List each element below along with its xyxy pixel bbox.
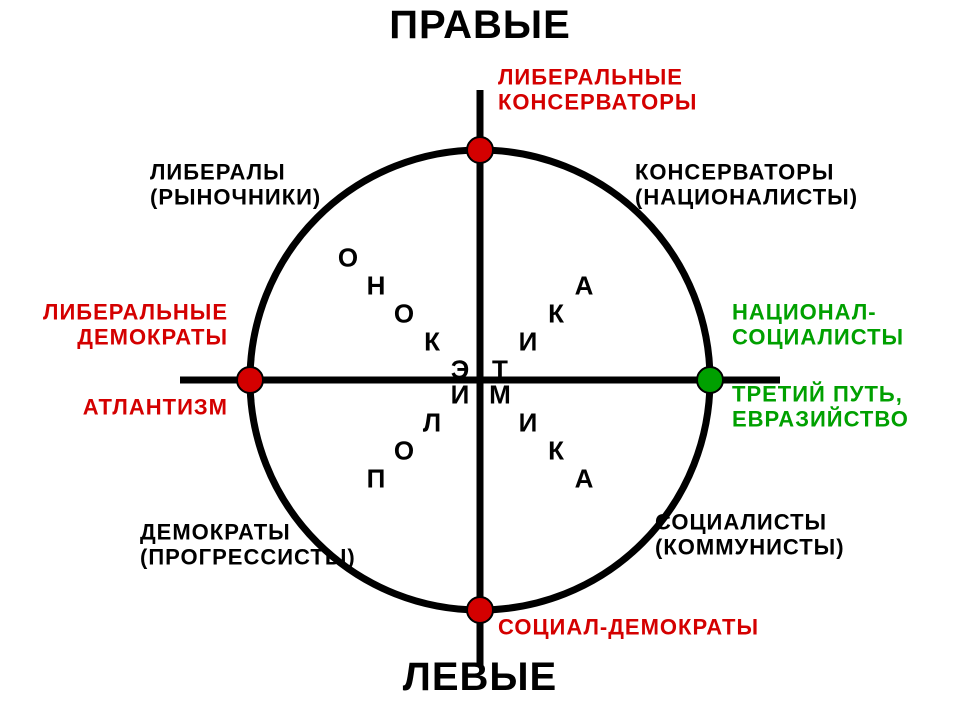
label-left_dot2: АТЛАНТИЗМ (0, 395, 228, 420)
diag-nw-3: Н (367, 271, 386, 302)
label-q_bl: ДЕМОКРАТЫ (ПРОГРЕССИСТЫ) (140, 519, 356, 570)
diag-ne-3: А (575, 271, 594, 302)
diag-nw-4: О (338, 243, 358, 274)
diag-sw-2: О (394, 436, 414, 467)
diag-se-0: М (489, 380, 511, 411)
dot-left (237, 367, 263, 393)
label-right_dot2: ТРЕТИЙ ПУТЬ, ЕВРАЗИЙСТВО (732, 381, 909, 432)
label-title_top: ПРАВЫЕ (389, 2, 571, 48)
diag-nw-1: К (424, 327, 440, 358)
label-left_dot1: ЛИБЕРАЛЬНЫЕ ДЕМОКРАТЫ (0, 299, 228, 350)
diag-se-3: А (575, 464, 594, 495)
dot-top (467, 137, 493, 163)
diag-ne-1: И (519, 327, 538, 358)
dot-right (697, 367, 723, 393)
diag-nw-2: О (394, 299, 414, 330)
label-q_tr: КОНСЕРВАТОРЫ (НАЦИОНАЛИСТЫ) (635, 159, 858, 210)
label-q_br: СОЦИАЛИСТЫ (КОММУНИСТЫ) (655, 509, 845, 560)
diag-se-1: И (519, 408, 538, 439)
label-right_dot1: НАЦИОНАЛ- СОЦИАЛИСТЫ (732, 299, 904, 350)
label-title_bottom: ЛЕВЫЕ (403, 654, 557, 700)
diag-sw-1: Л (423, 408, 441, 439)
label-bottom_dot: СОЦИАЛ-ДЕМОКРАТЫ (498, 615, 759, 640)
diag-ne-2: К (548, 299, 564, 330)
political-compass-diagram: { "layout":{ "cx":480,"cy":380,"r":230, … (0, 0, 960, 720)
diag-sw-0: И (451, 380, 470, 411)
label-top_dot: ЛИБЕРАЛЬНЫЕ КОНСЕРВАТОРЫ (498, 64, 697, 115)
diag-sw-3: П (367, 464, 386, 495)
diag-se-2: К (548, 436, 564, 467)
compass-svg (0, 0, 960, 720)
label-q_tl: ЛИБЕРАЛЫ (РЫНОЧНИКИ) (150, 159, 321, 210)
dot-bottom (467, 597, 493, 623)
